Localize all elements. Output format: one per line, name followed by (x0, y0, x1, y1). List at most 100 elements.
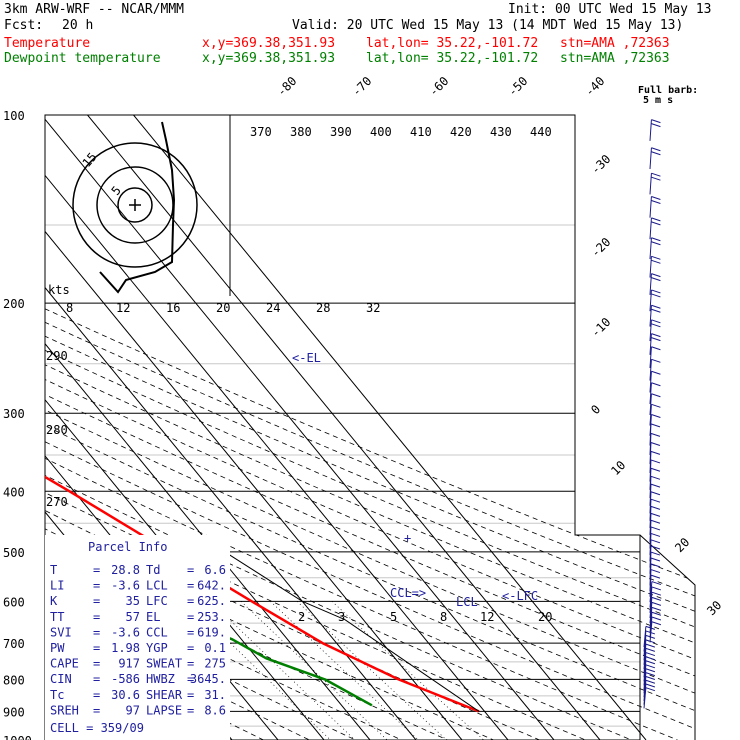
hodograph-speed-label: 24 (266, 301, 280, 315)
hodograph-speed-label: 20 (216, 301, 230, 315)
hodograph-trace (99, 121, 176, 294)
wind-barb-flag (651, 293, 661, 298)
theta-side-label: 280 (46, 423, 68, 437)
wind-barb-flag (651, 273, 661, 278)
dry-adiabat (45, 115, 695, 740)
parcel-value: 275 (204, 657, 226, 671)
wind-barb-flag (645, 647, 656, 652)
pressure-tick-label: 900 (3, 705, 25, 719)
wind-barb-flag (651, 199, 661, 204)
isotherm (45, 115, 371, 740)
parcel-eq: = (93, 657, 100, 671)
wind-barb-flag (651, 333, 661, 338)
parcel-eq: = (187, 563, 194, 577)
hodograph-ring-label: 15 (80, 150, 100, 170)
wind-barb-flag (645, 625, 656, 630)
wind-barb-flag (651, 147, 661, 152)
wind-barb-flag (651, 616, 662, 621)
theta-label: 370 (250, 125, 272, 139)
wind-barb-flag (650, 505, 661, 510)
wind-barb-flag (651, 586, 662, 591)
wind-barb (649, 305, 652, 327)
wind-barb-flag (645, 687, 656, 692)
isotherm (0, 115, 2, 740)
series-line-dewpoint (45, 115, 373, 707)
parcel-value: 0.1 (204, 641, 226, 655)
wind-barb-flag (650, 512, 661, 517)
parcel-eq: = (187, 703, 194, 717)
hodograph-axis-label: kts (48, 283, 70, 297)
wind-barb-flag (645, 676, 656, 680)
wind-barb-flag (645, 630, 656, 635)
wind-barb-flag (650, 483, 661, 488)
hodograph-speed-label: 28 (316, 301, 330, 315)
wind-barb-flag (650, 569, 661, 574)
wind-barb-flag (650, 442, 661, 447)
hodograph-ring-label: 5 (109, 183, 124, 198)
wind-barb-flag (650, 475, 661, 480)
parcel-key: LFC (146, 594, 168, 608)
parcel-key: EL (146, 610, 160, 624)
wind-barb (649, 173, 652, 195)
wind-barb-flag (651, 393, 661, 398)
parcel-eq: = (187, 672, 194, 686)
parcel-value: 625. (197, 594, 226, 608)
parcel-key: PW (50, 641, 65, 655)
wind-barb (649, 393, 652, 416)
isotherm-label: 10 (608, 458, 628, 478)
theta-label: 380 (290, 125, 312, 139)
parcel-eq: = (93, 610, 100, 624)
wind-barb-flag (650, 450, 661, 455)
wind-barb-flag (651, 151, 661, 156)
parcel-eq: = (93, 563, 100, 577)
wind-barb-flag (650, 432, 661, 437)
parcel-value: 917 (118, 657, 140, 671)
parcel-key: LCL (146, 579, 168, 593)
parcel-value: 97 (126, 703, 140, 717)
frame (44, 114, 696, 740)
wind-barb-flag (651, 358, 661, 363)
mixing-ratio-label: 12 (480, 610, 494, 624)
hodograph-ring (117, 187, 153, 223)
parcel-key: CCL (146, 625, 168, 639)
series-line-temperature (45, 115, 480, 713)
dry-adiabat (45, 115, 632, 740)
wind-barb-flag (651, 370, 661, 375)
parcel-key: CIN (50, 672, 72, 686)
wind-barb-flag (651, 241, 661, 246)
mixing-ratio-line (331, 601, 484, 740)
pressure-tick-label: 100 (3, 109, 25, 123)
parcel-eq: = (93, 688, 100, 702)
theta-label: 410 (410, 125, 432, 139)
theta-label: 390 (330, 125, 352, 139)
wind-barb (649, 273, 652, 295)
isotherm-label: -70 (349, 74, 374, 99)
wind-barb (649, 119, 652, 141)
hodograph-speed-label: 16 (166, 301, 180, 315)
wind-barb-flag (651, 414, 661, 418)
parcel-key: YGP (146, 641, 168, 655)
parcel-info-panel (45, 535, 230, 740)
dry-adiabat (45, 115, 695, 740)
parcel-key: Td (146, 563, 160, 577)
isotherm-label: -50 (505, 74, 530, 99)
parcel-path (224, 551, 480, 712)
model-title: 3km ARW-WRF -- NCAR/MMM (4, 2, 185, 17)
wind-barb-flag (645, 660, 656, 665)
profile-annotation: <-LFC (502, 589, 538, 603)
wind-barb-flag (645, 668, 656, 673)
wind-barb-flag (651, 382, 661, 387)
pressure-tick-label: 400 (3, 485, 25, 499)
wind-barb-flag (651, 237, 661, 242)
wind-barb-flag (651, 172, 661, 177)
parcel-value: 31. (204, 688, 226, 702)
parcel-eq: = (187, 610, 194, 624)
wind-barb-flag (650, 467, 661, 472)
forecast-label: Fcst: (4, 18, 44, 33)
mixing-ratio-line (210, 601, 356, 740)
wind-barb-flag (645, 634, 656, 639)
wind-barb-flag (651, 195, 661, 200)
wind-barb-flag (645, 652, 656, 657)
mixing-ratio-label: 20 (538, 610, 552, 624)
